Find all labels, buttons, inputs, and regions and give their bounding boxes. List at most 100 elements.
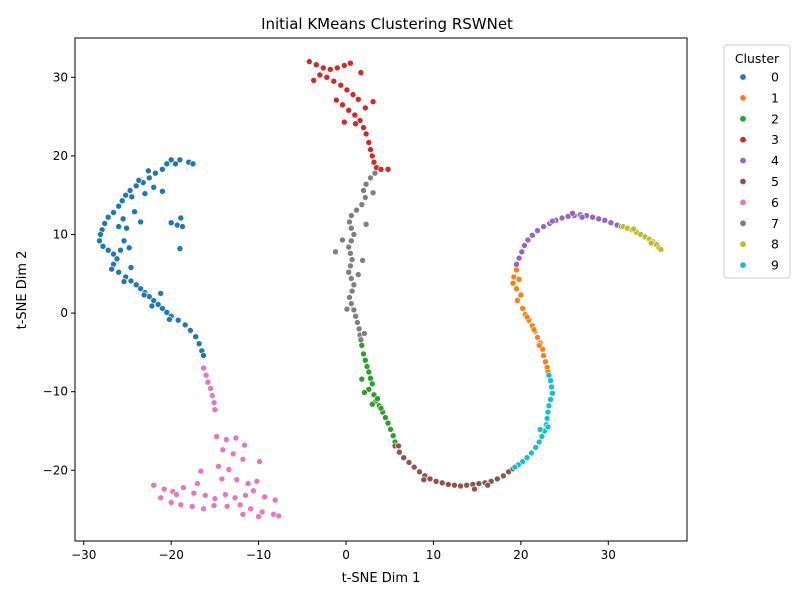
point-cluster-1 [542, 358, 549, 366]
point-cluster-0 [115, 268, 122, 276]
point-cluster-6 [231, 494, 239, 502]
point-cluster-0 [200, 352, 207, 359]
point-cluster-6 [271, 496, 279, 504]
point-cluster-7 [369, 189, 377, 197]
point-cluster-9 [544, 408, 552, 416]
legend-marker-1 [739, 94, 747, 102]
point-cluster-6 [244, 480, 252, 487]
point-cluster-9 [523, 454, 531, 462]
point-cluster-6 [210, 399, 218, 407]
point-cluster-4 [607, 219, 615, 226]
point-cluster-8 [657, 246, 665, 253]
point-cluster-7 [367, 174, 374, 182]
point-cluster-0 [119, 215, 127, 223]
point-cluster-7 [361, 194, 369, 201]
point-cluster-4 [515, 254, 523, 262]
point-cluster-4 [595, 215, 603, 223]
point-cluster-2 [358, 341, 366, 349]
point-cluster-5 [420, 476, 428, 484]
point-cluster-6 [225, 466, 233, 473]
point-cluster-1 [534, 334, 541, 341]
legend-marker-3 [739, 136, 747, 144]
point-cluster-3 [333, 64, 341, 72]
point-cluster-5 [500, 472, 507, 480]
y-tick-label: 10 [53, 227, 68, 241]
point-cluster-7 [355, 325, 363, 333]
point-cluster-7 [347, 275, 355, 282]
point-cluster-4 [549, 217, 556, 225]
point-cluster-3 [339, 101, 346, 109]
point-cluster-7 [350, 281, 358, 289]
y-tick-label: −10 [43, 385, 68, 399]
point-cluster-3 [367, 146, 374, 153]
point-cluster-7 [346, 294, 353, 301]
point-cluster-4 [601, 217, 609, 224]
point-cluster-3 [323, 74, 331, 81]
point-cluster-6 [236, 501, 244, 509]
point-cluster-0 [140, 291, 148, 299]
point-cluster-0 [120, 237, 128, 245]
point-cluster-0 [167, 156, 175, 164]
point-cluster-1 [517, 291, 525, 299]
point-cluster-1 [513, 266, 520, 274]
point-cluster-0 [154, 301, 162, 308]
point-cluster-7 [347, 212, 355, 219]
point-cluster-2 [367, 374, 374, 382]
x-tick-label: −30 [71, 548, 96, 562]
point-cluster-3 [360, 124, 367, 131]
point-cluster-6 [194, 480, 201, 487]
point-cluster-3 [368, 152, 376, 160]
point-cluster-4 [528, 232, 536, 239]
point-cluster-0 [135, 177, 143, 184]
point-cluster-7 [347, 262, 354, 270]
point-cluster-1 [514, 297, 521, 304]
point-cluster-6 [204, 378, 212, 386]
point-cluster-0 [176, 156, 184, 164]
point-cluster-0 [159, 188, 166, 195]
point-cluster-6 [241, 441, 248, 449]
point-cluster-0 [104, 246, 112, 254]
point-cluster-9 [547, 396, 554, 403]
point-cluster-0 [104, 213, 112, 221]
point-cluster-0 [96, 237, 103, 245]
point-cluster-0 [195, 340, 203, 348]
legend-entries: 0 1 2 3 4 5 6 7 8 9 [739, 70, 779, 273]
point-cluster-3 [377, 166, 385, 173]
point-cluster-5 [416, 468, 423, 476]
legend-marker-8 [739, 240, 747, 248]
point-cluster-0 [187, 327, 194, 334]
point-cluster-6 [157, 494, 164, 502]
legend-marker-0 [739, 73, 747, 81]
point-cluster-0 [167, 219, 175, 226]
point-cluster-6 [150, 481, 157, 489]
x-tick-label: 0 [342, 548, 350, 562]
point-cluster-6 [247, 505, 254, 513]
point-cluster-7 [350, 306, 358, 314]
point-cluster-7 [347, 300, 355, 307]
legend-label-5: 5 [771, 174, 779, 189]
point-cluster-6 [211, 406, 219, 414]
point-cluster-0 [101, 220, 108, 227]
point-cluster-0 [110, 209, 117, 216]
point-cluster-6 [239, 455, 247, 463]
point-cluster-0 [145, 167, 152, 175]
legend-label-0: 0 [771, 70, 779, 85]
point-cluster-0 [128, 193, 136, 201]
point-cluster-8 [647, 239, 655, 247]
point-cluster-4 [524, 236, 532, 244]
point-cluster-3 [362, 130, 370, 138]
point-cluster-7 [347, 224, 355, 232]
point-cluster-7 [362, 221, 370, 228]
point-cluster-9 [549, 389, 556, 397]
point-cluster-0 [115, 223, 122, 230]
point-cluster-4 [540, 223, 547, 230]
point-cluster-0 [126, 187, 134, 194]
legend-marker-5 [739, 178, 747, 186]
point-cluster-0 [132, 182, 140, 190]
point-cluster-0 [189, 160, 197, 168]
point-cluster-4 [513, 260, 520, 268]
point-cluster-0 [132, 281, 140, 289]
x-tick-label: 30 [601, 548, 616, 562]
point-cluster-6 [275, 512, 283, 520]
point-cluster-7 [343, 305, 351, 313]
